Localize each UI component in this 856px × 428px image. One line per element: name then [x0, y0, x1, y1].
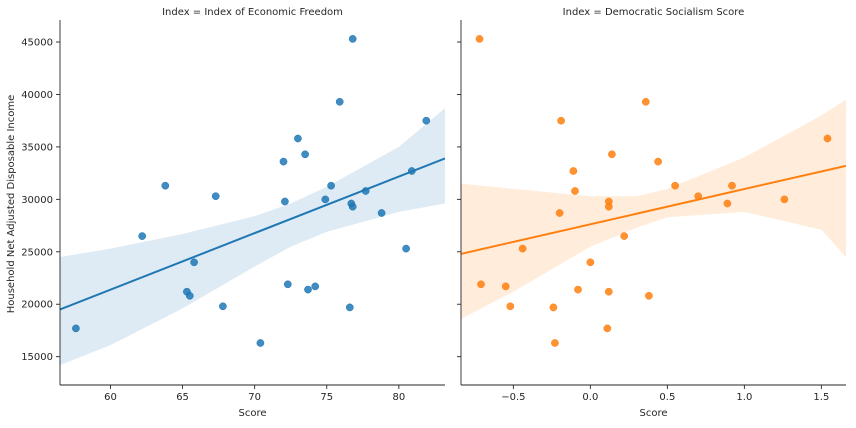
data-point [294, 134, 302, 143]
data-point [823, 134, 832, 143]
data-point [348, 35, 357, 43]
x-tick-label: 70 [248, 392, 261, 403]
data-point [402, 244, 410, 253]
x-tick-label: 1.5 [813, 392, 829, 403]
data-point [304, 285, 312, 294]
data-point [361, 187, 370, 195]
x-axis-label: Score [238, 408, 266, 419]
x-tick-label: 80 [392, 392, 405, 403]
data-point [377, 209, 386, 217]
data-point [569, 167, 578, 175]
data-point [475, 35, 484, 43]
data-point [345, 303, 354, 312]
data-point [283, 280, 292, 289]
data-point [72, 324, 80, 333]
data-point [211, 192, 220, 201]
data-point [311, 282, 320, 291]
data-point [301, 150, 309, 159]
x-tick-label: −0.5 [501, 392, 525, 403]
y-tick-label: 30000 [21, 195, 53, 206]
regression-line [60, 157, 445, 311]
data-point [728, 181, 736, 190]
data-point [161, 181, 170, 190]
data-point [620, 232, 629, 240]
data-point [780, 195, 789, 204]
data-point [279, 157, 288, 166]
data-point [641, 97, 650, 106]
y-tick-label: 15000 [21, 352, 53, 363]
data-point [138, 232, 147, 240]
data-point [549, 303, 558, 312]
data-point [190, 258, 198, 267]
y-tick-label: 20000 [21, 300, 53, 311]
x-tick-label: 75 [320, 392, 333, 403]
data-point [604, 197, 613, 206]
data-point [671, 181, 679, 190]
data-point [723, 199, 732, 208]
data-point [501, 282, 510, 291]
data-point [281, 197, 289, 206]
data-point [185, 291, 194, 300]
panel-title: Index = Democratic Socialism Score [563, 7, 745, 18]
x-tick-label: 0.5 [659, 392, 675, 403]
y-tick-label: 40000 [21, 90, 53, 101]
x-axis-label: Score [639, 408, 667, 419]
x-tick-label: 0.0 [582, 392, 598, 403]
data-point [645, 291, 653, 300]
data-point [327, 181, 335, 190]
y-tick-label: 25000 [21, 247, 53, 258]
data-point [654, 157, 662, 166]
confidence-band [60, 108, 445, 366]
data-point [586, 258, 595, 267]
data-point [608, 150, 616, 159]
y-tick-label: 35000 [21, 142, 53, 153]
x-tick-label: 1.0 [736, 392, 752, 403]
data-point [477, 280, 485, 289]
x-tick-label: 65 [176, 392, 189, 403]
x-tick-label: 60 [104, 392, 117, 403]
panel-democratic-socialism: Index = Democratic Socialism Score −0.5 0.… [457, 7, 846, 419]
data-point [335, 97, 344, 106]
panel-title: Index = Index of Economic Freedom [162, 7, 343, 18]
data-point [694, 192, 703, 201]
data-point [571, 187, 579, 195]
panel-economic-freedom: Index = Index of Economic Freedom 15000 20… [21, 7, 445, 419]
data-point [348, 202, 357, 211]
data-point [506, 302, 515, 311]
data-point [518, 244, 527, 253]
data-point [604, 287, 613, 296]
data-point [555, 209, 564, 217]
data-point [256, 339, 265, 347]
data-point [219, 302, 227, 311]
data-point [557, 116, 565, 125]
regression-line [461, 164, 846, 255]
data-point [603, 324, 612, 333]
data-point [321, 195, 330, 204]
data-point [422, 116, 431, 125]
y-axis-label: Household Net Adjusted Disposable Income [6, 95, 17, 314]
y-tick-label: 45000 [21, 38, 53, 49]
data-point [407, 167, 416, 175]
data-point [574, 285, 582, 294]
data-point [551, 339, 559, 347]
